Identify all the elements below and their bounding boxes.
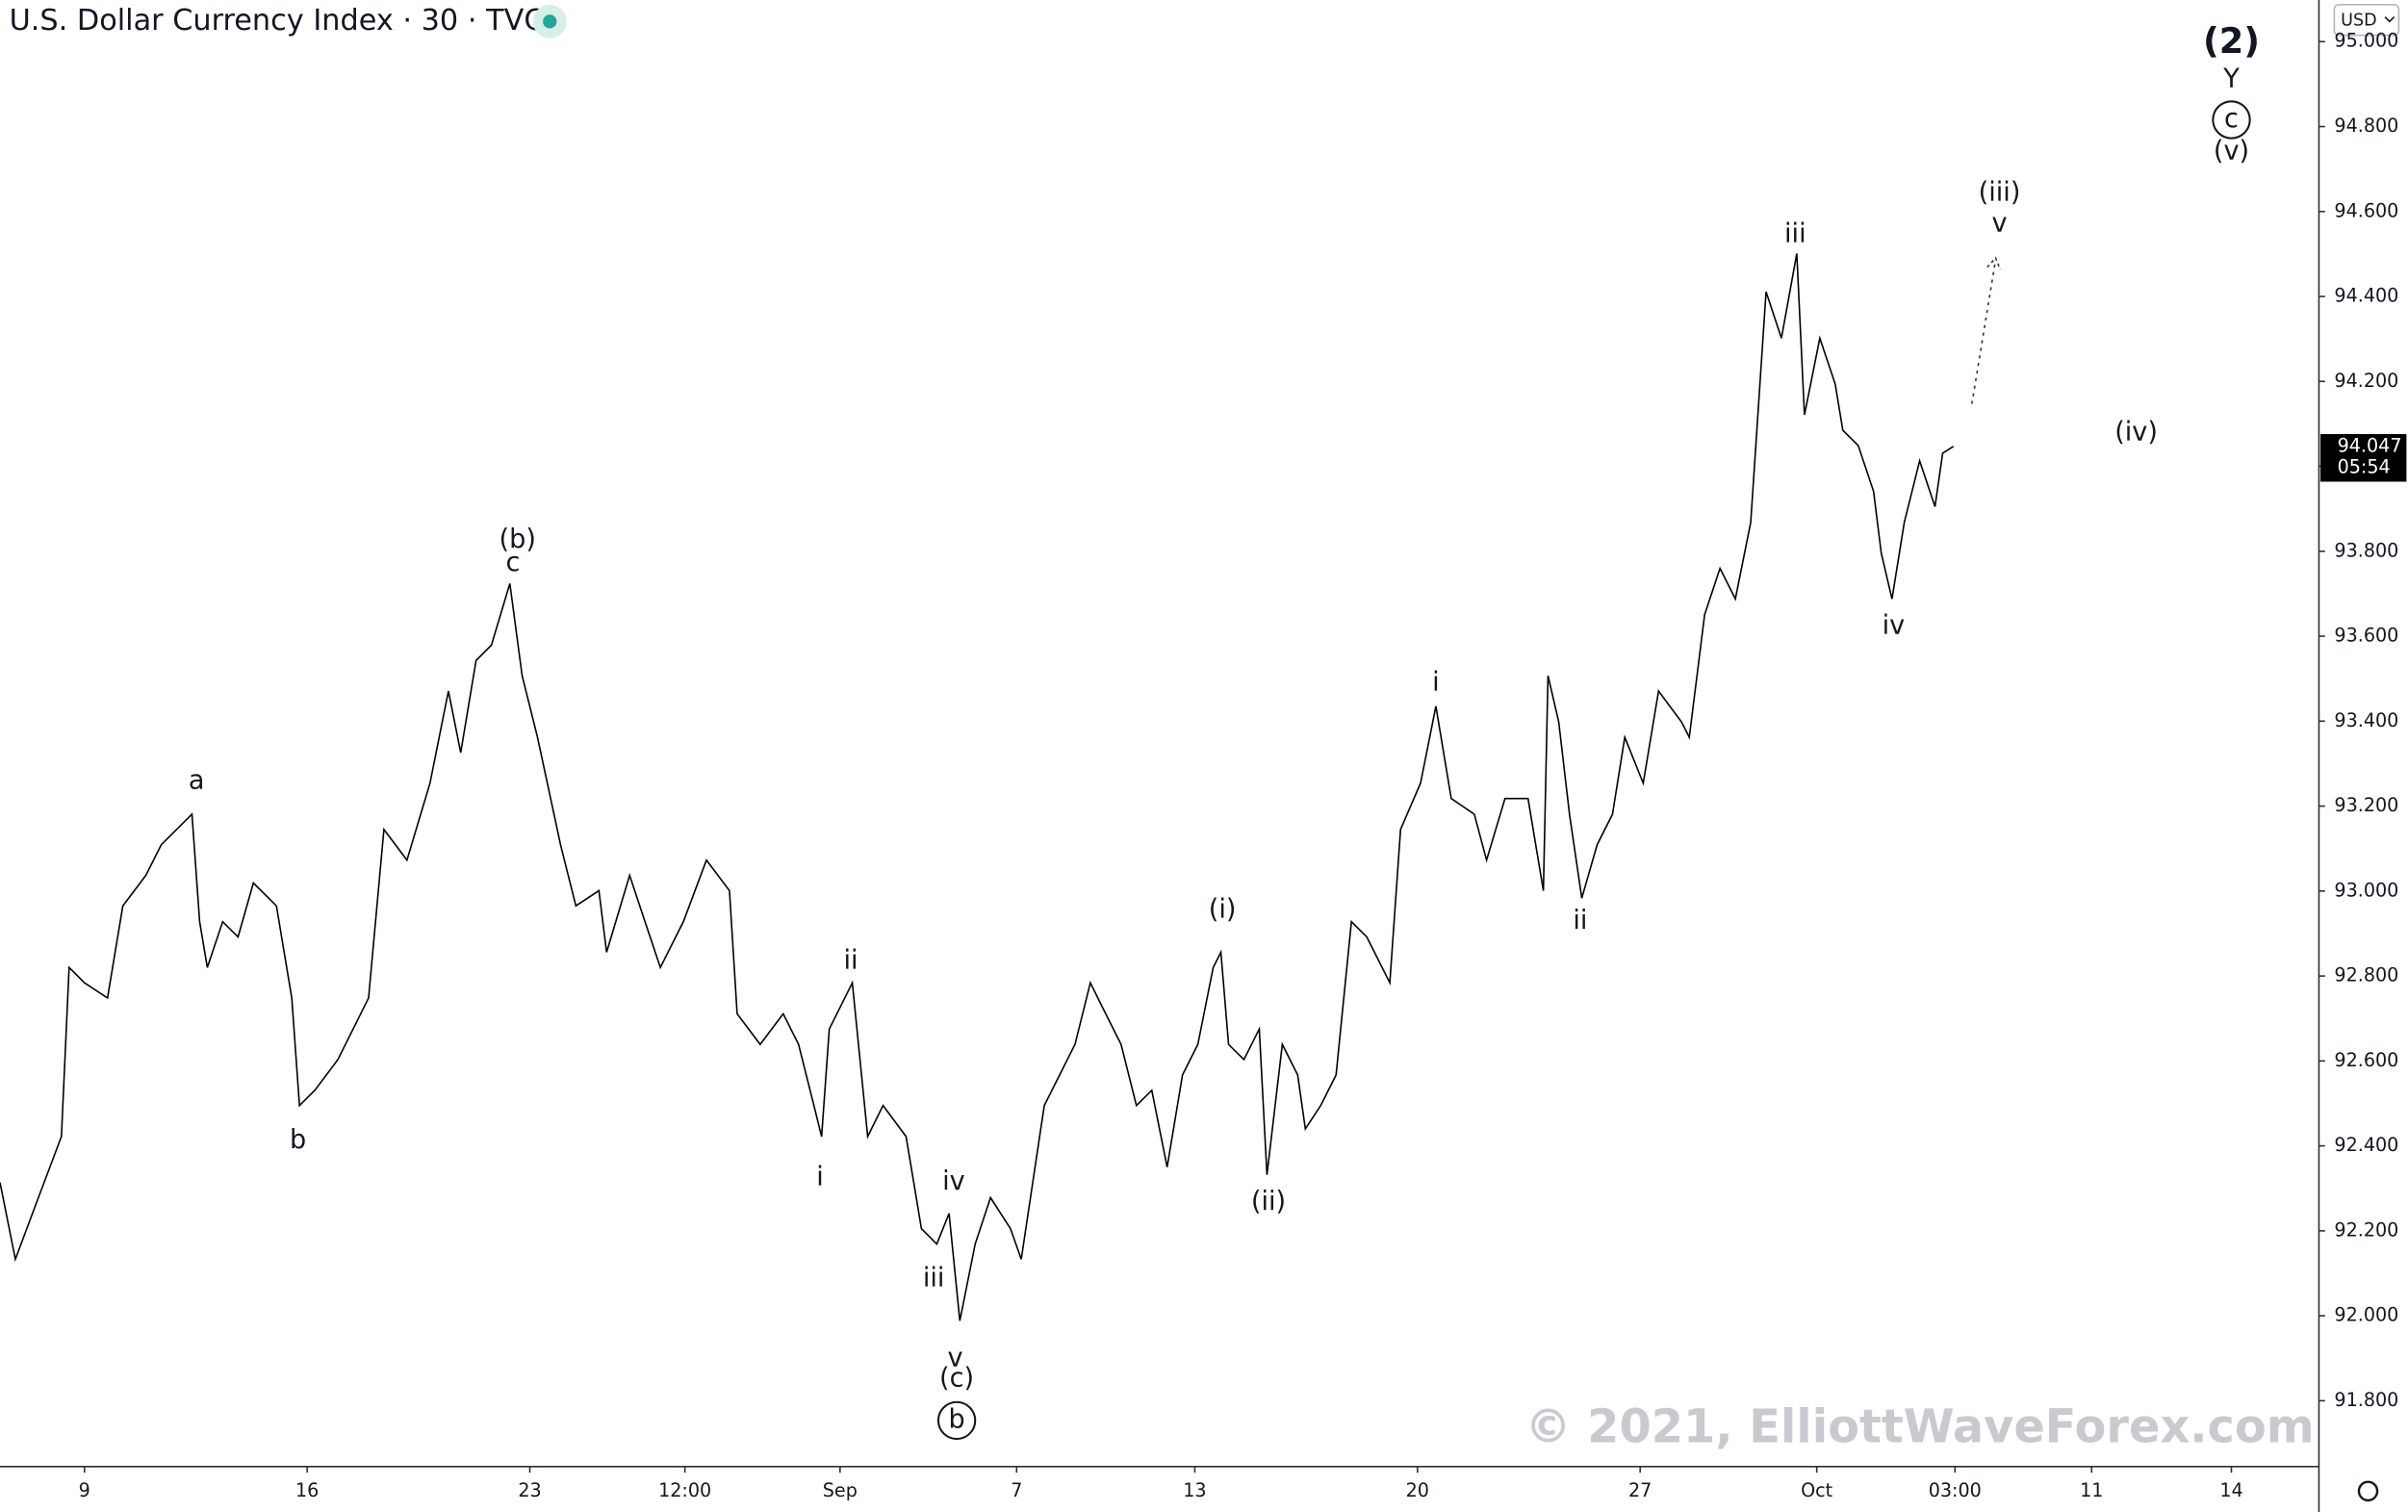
wave-label: v <box>1992 208 2008 238</box>
y-tick-label: 91.800 <box>2334 1389 2398 1411</box>
currency-chevron[interactable] <box>2384 15 2395 23</box>
y-tick-label: 92.800 <box>2334 964 2398 987</box>
chart-title: U.S. Dollar Currency Index · 30 · TVC <box>10 4 545 38</box>
wave-label: Y <box>2222 64 2240 93</box>
wave-label: iii <box>1784 219 1806 249</box>
x-tick-label: 12:00 <box>658 1479 711 1501</box>
x-tick-label: 27 <box>1628 1479 1652 1501</box>
wave-label: (v) <box>2214 136 2249 166</box>
last-price-label: 94.047 <box>2338 434 2402 456</box>
wave-label: ii <box>1573 906 1587 935</box>
x-tick-label: Oct <box>1801 1479 1833 1501</box>
y-tick-label: 93.800 <box>2334 539 2398 561</box>
settings-gear[interactable] <box>2357 1480 2379 1502</box>
currency-label[interactable]: USD <box>2341 12 2377 31</box>
projection-arrow <box>1971 264 1996 404</box>
last-price-box <box>2320 434 2407 482</box>
x-tick-label: 14 <box>2219 1479 2242 1501</box>
y-tick-label: 94.800 <box>2334 115 2398 137</box>
wave-label: iv <box>942 1166 965 1196</box>
settings-icon[interactable] <box>2357 1480 2379 1502</box>
x-tick-label: 11 <box>2080 1479 2103 1501</box>
currency-button[interactable] <box>2333 3 2400 37</box>
wave-label: c <box>505 548 520 577</box>
wave-label: v <box>947 1344 962 1373</box>
wave-label: (i) <box>1209 895 1237 925</box>
x-tick-label: Sep <box>823 1479 858 1501</box>
wave-label: i <box>816 1162 824 1192</box>
y-tick-label: 93.400 <box>2334 709 2398 731</box>
wave-label: (ii) <box>1251 1187 1286 1217</box>
y-tick-label: 95.000 <box>2334 30 2398 52</box>
x-tick-label: 13 <box>1183 1479 1206 1501</box>
wave-label: (2) <box>2203 20 2260 62</box>
y-tick-label: 92.600 <box>2334 1049 2398 1071</box>
wave-label: ii <box>843 945 858 975</box>
y-tick-label: 93.000 <box>2334 879 2398 901</box>
y-tick-label: 93.200 <box>2334 794 2398 816</box>
wave-label: iii <box>923 1264 945 1294</box>
watermark: © 2021, ElliottWaveForex.com <box>1525 1400 2315 1453</box>
projection-arrowhead <box>1986 256 2002 270</box>
status-dot <box>543 14 557 29</box>
wave-label: (iii) <box>1979 178 2021 208</box>
wave-circle <box>936 1400 977 1441</box>
wave-label: b <box>290 1125 306 1155</box>
wave-label: iv <box>1883 610 1906 640</box>
wave-label: b <box>948 1404 964 1434</box>
wave-circle <box>2212 100 2251 140</box>
y-tick-label: 94.400 <box>2334 285 2398 307</box>
wave-label: (b) <box>500 525 536 554</box>
y-tick-label: 92.200 <box>2334 1218 2398 1241</box>
x-tick-label: 9 <box>79 1479 90 1501</box>
countdown-label: 05:54 <box>2338 456 2391 478</box>
x-tick-label: 7 <box>1011 1479 1022 1501</box>
x-tick-label: 16 <box>295 1479 319 1501</box>
x-tick-label: 23 <box>518 1479 541 1501</box>
wave-label: (c) <box>939 1363 974 1393</box>
wave-label: c <box>2224 104 2239 134</box>
price-line <box>0 253 1955 1321</box>
y-tick-label: 94.600 <box>2334 199 2398 221</box>
wave-label: i <box>1432 668 1440 698</box>
x-tick-label: 20 <box>1406 1479 1429 1501</box>
wave-label: a <box>189 766 205 796</box>
y-tick-label: 92.000 <box>2334 1304 2398 1326</box>
x-tick-label: 03:00 <box>1929 1479 1982 1501</box>
y-tick-label: 93.600 <box>2334 625 2398 647</box>
y-tick-label: 92.400 <box>2334 1134 2398 1156</box>
wave-label: (iv) <box>2114 417 2158 447</box>
y-tick-label: 94.200 <box>2334 370 2398 392</box>
